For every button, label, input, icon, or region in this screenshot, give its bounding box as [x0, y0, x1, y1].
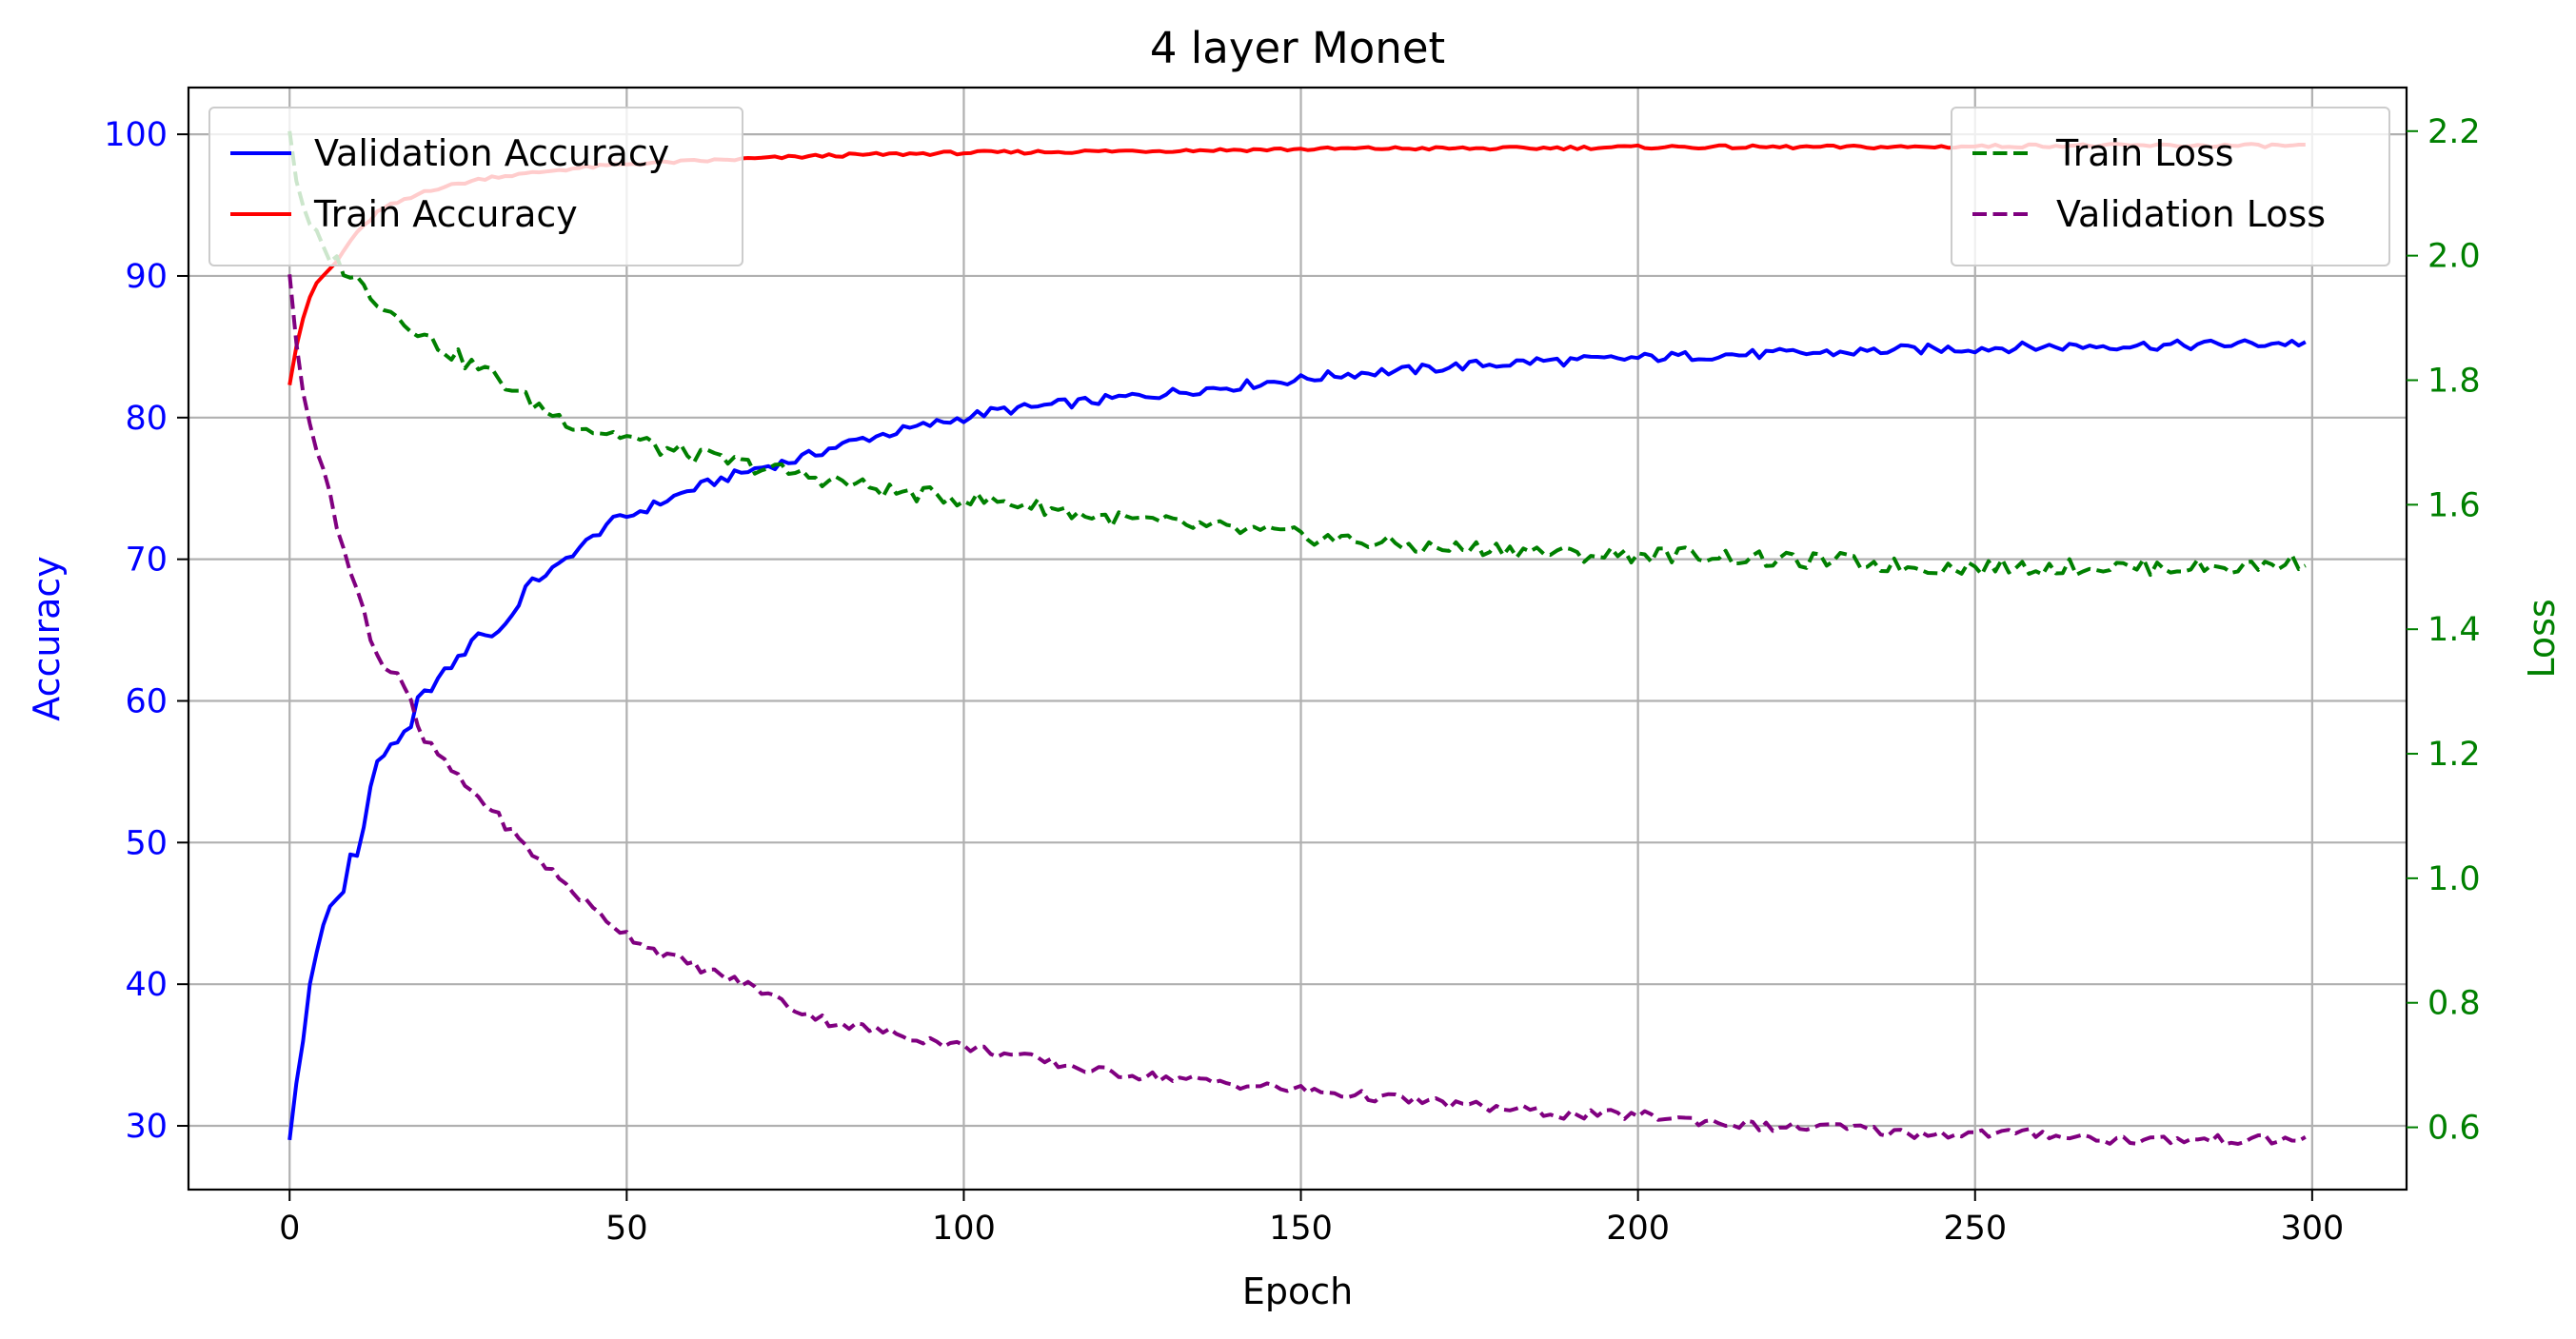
left-y-tick-label: 80: [125, 400, 168, 438]
right-y-tick-label: 1.8: [2427, 362, 2481, 400]
x-axis-label: Epoch: [1242, 1270, 1353, 1312]
x-tick-label: 200: [1606, 1210, 1670, 1248]
right-y-tick-label: 1.4: [2427, 611, 2481, 649]
series-validation-accuracy: [287, 338, 2307, 1141]
plot-frame: [187, 86, 2408, 1191]
legend-box: [1951, 107, 2390, 266]
legend-label: Train Loss: [2055, 132, 2234, 174]
series-train-loss: [287, 130, 2307, 578]
legend-loss: Train Loss Validation Loss: [1951, 107, 2390, 266]
right-y-tick-label: 2.2: [2427, 113, 2481, 151]
x-tick-label: 0: [279, 1210, 300, 1248]
left-y-tick-label: 30: [125, 1108, 168, 1146]
right-y-tick-label: 0.6: [2427, 1110, 2481, 1148]
legend-accuracy: Validation Accuracy Train Accuracy: [208, 107, 743, 266]
left-y-tick-label: 100: [104, 116, 168, 154]
x-tick-label: 50: [605, 1210, 648, 1248]
legend-box: [208, 107, 743, 266]
legend-label: Train Accuracy: [313, 193, 578, 235]
axis-ticks: 0 50 100 150 200 250 300 30 40 50 60 70 80 90 100 0.6 0.…: [104, 113, 2480, 1248]
left-y-tick-label: 60: [125, 682, 168, 720]
series-validation-loss: [287, 274, 2307, 1147]
series-lines: [287, 130, 2307, 1147]
legend-label: Validation Loss: [2056, 193, 2326, 235]
grid-lines: [188, 88, 2407, 1190]
left-y-axis-label: Accuracy: [26, 556, 68, 721]
left-y-tick-label: 40: [125, 966, 168, 1004]
x-tick-label: 250: [1943, 1210, 2007, 1248]
x-tick-label: 100: [932, 1210, 996, 1248]
left-y-tick-label: 50: [125, 824, 168, 862]
left-y-tick-label: 90: [125, 258, 168, 296]
right-y-tick-label: 2.0: [2427, 238, 2481, 276]
x-tick-label: 300: [2280, 1210, 2344, 1248]
right-y-tick-label: 1.0: [2427, 860, 2481, 898]
right-y-tick-label: 0.8: [2427, 985, 2481, 1023]
right-y-tick-label: 1.2: [2427, 736, 2481, 774]
chart-title: 4 layer Monet: [1150, 23, 1445, 73]
legend-label: Validation Accuracy: [314, 132, 669, 174]
right-y-tick-label: 1.6: [2427, 486, 2481, 524]
right-y-axis-label: Loss: [2521, 599, 2563, 678]
left-y-tick-label: 70: [125, 542, 168, 580]
x-tick-label: 150: [1269, 1210, 1333, 1248]
